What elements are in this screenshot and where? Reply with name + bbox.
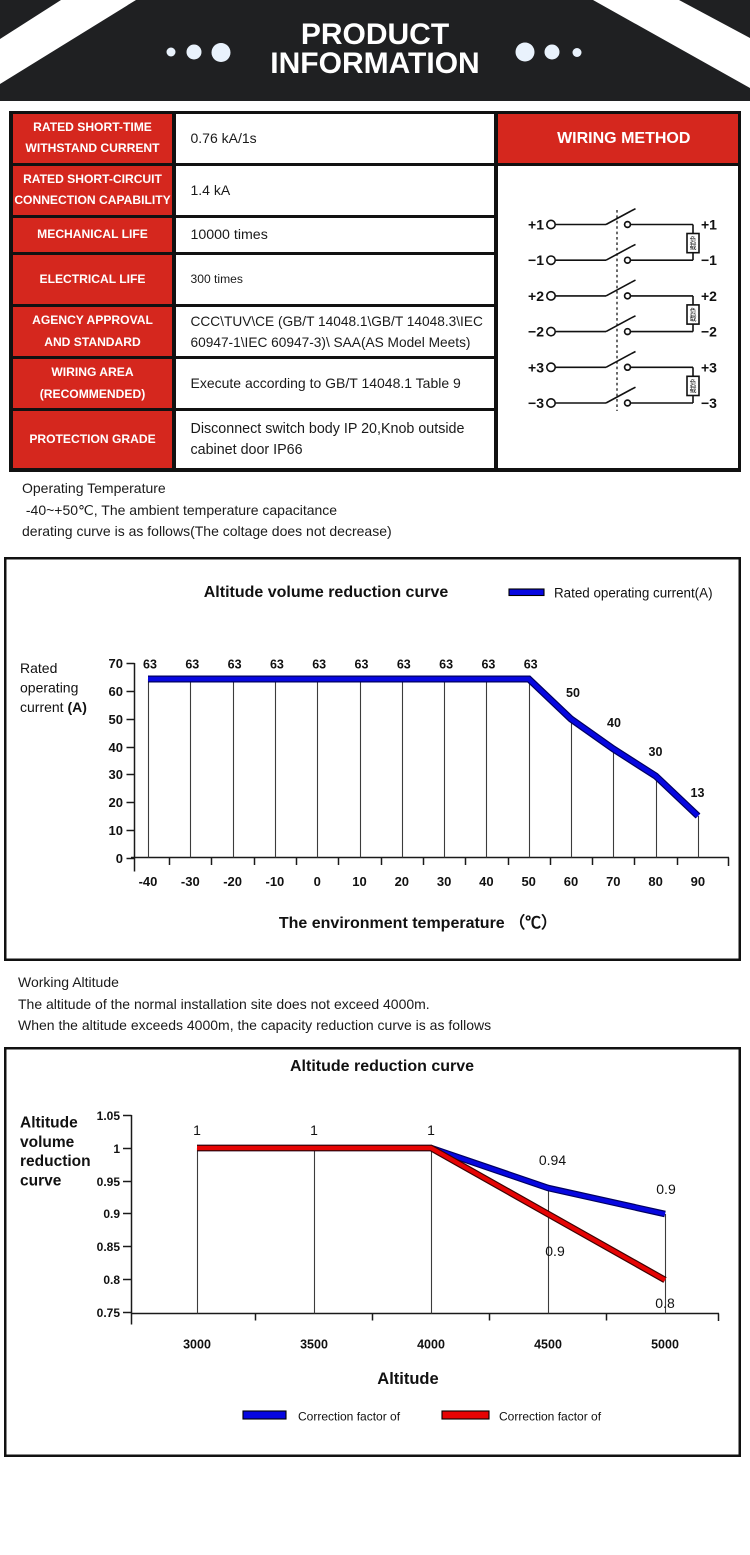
svg-text:0.8: 0.8: [103, 1273, 120, 1287]
svg-text:80: 80: [648, 874, 662, 889]
svg-text:1: 1: [113, 1142, 120, 1156]
svg-text:63: 63: [355, 658, 369, 672]
svg-text:负: 负: [690, 307, 697, 316]
svg-text:40: 40: [109, 740, 123, 755]
svg-text:90: 90: [691, 874, 705, 889]
svg-text:50: 50: [521, 874, 535, 889]
svg-text:0.94: 0.94: [539, 1152, 566, 1168]
svg-text:70: 70: [109, 656, 123, 671]
svg-text:-20: -20: [223, 874, 242, 889]
svg-text:0.75: 0.75: [97, 1306, 121, 1320]
svg-text:Correction factor of: Correction factor of: [298, 1410, 401, 1424]
svg-text:Rated operating current(A): Rated operating current(A): [554, 586, 713, 601]
svg-text:−2: −2: [528, 324, 544, 340]
svg-text:−3: −3: [528, 395, 544, 411]
svg-text:1: 1: [427, 1122, 435, 1138]
svg-text:63: 63: [312, 658, 326, 672]
svg-text:curve: curve: [20, 1173, 62, 1190]
svg-text:63: 63: [270, 658, 284, 672]
svg-text:40: 40: [479, 874, 493, 889]
svg-text:63: 63: [481, 658, 495, 672]
svg-text:The environment temperature （℃: The environment temperature （℃）: [279, 914, 557, 932]
svg-text:63: 63: [228, 658, 242, 672]
svg-text:负: 负: [690, 378, 697, 387]
svg-text:0.8: 0.8: [655, 1295, 675, 1311]
svg-text:63: 63: [524, 658, 538, 672]
svg-text:10: 10: [109, 823, 123, 838]
svg-text:Altitude: Altitude: [20, 1115, 78, 1132]
svg-text:-40: -40: [139, 874, 158, 889]
svg-text:-30: -30: [181, 874, 200, 889]
svg-text:+2: +2: [528, 288, 544, 304]
svg-text:0: 0: [314, 874, 321, 889]
svg-text:负: 负: [690, 235, 697, 244]
svg-text:63: 63: [439, 658, 453, 672]
svg-text:60: 60: [564, 874, 578, 889]
svg-text:1: 1: [193, 1122, 201, 1138]
svg-text:Altitude reduction curve: Altitude reduction curve: [290, 1058, 474, 1075]
svg-text:20: 20: [109, 795, 123, 810]
svg-text:20: 20: [395, 874, 409, 889]
svg-text:63: 63: [143, 658, 157, 672]
svg-text:载: 载: [690, 385, 697, 394]
svg-text:+1: +1: [528, 217, 544, 233]
svg-text:40: 40: [607, 716, 621, 730]
svg-text:50: 50: [109, 712, 123, 727]
svg-text:60: 60: [109, 684, 123, 699]
svg-text:10: 10: [352, 874, 366, 889]
svg-text:1: 1: [310, 1122, 318, 1138]
svg-text:−2: −2: [701, 324, 717, 340]
svg-text:volume: volume: [20, 1134, 75, 1151]
svg-text:0.95: 0.95: [97, 1175, 121, 1189]
svg-text:current (A): current (A): [20, 699, 87, 715]
svg-text:5000: 5000: [651, 1338, 679, 1352]
svg-text:Correction factor of: Correction factor of: [499, 1410, 602, 1424]
svg-text:+1: +1: [701, 217, 717, 233]
svg-text:Altitude: Altitude: [377, 1370, 438, 1388]
svg-text:63: 63: [185, 658, 199, 672]
svg-text:0.85: 0.85: [97, 1240, 121, 1254]
svg-text:30: 30: [649, 745, 663, 759]
svg-text:载: 载: [690, 242, 697, 251]
svg-text:+2: +2: [701, 288, 717, 304]
svg-text:+3: +3: [528, 359, 544, 375]
svg-text:13: 13: [691, 786, 705, 800]
svg-text:1.05: 1.05: [97, 1109, 121, 1123]
svg-text:+3: +3: [701, 359, 717, 375]
svg-text:−1: −1: [701, 252, 717, 268]
svg-text:0.9: 0.9: [656, 1181, 676, 1197]
svg-text:63: 63: [397, 658, 411, 672]
svg-text:reduction: reduction: [20, 1153, 91, 1170]
svg-text:Altitude volume reduction curv: Altitude volume reduction curve: [204, 584, 449, 601]
svg-text:30: 30: [437, 874, 451, 889]
svg-text:−1: −1: [528, 252, 544, 268]
svg-text:3000: 3000: [183, 1338, 211, 1352]
svg-text:50: 50: [566, 686, 580, 700]
svg-text:载: 载: [690, 314, 697, 323]
svg-text:operating: operating: [20, 680, 78, 696]
svg-text:4000: 4000: [417, 1338, 445, 1352]
svg-text:−3: −3: [701, 395, 717, 411]
svg-text:0.9: 0.9: [103, 1207, 120, 1221]
svg-text:0.9: 0.9: [545, 1243, 565, 1259]
svg-text:3500: 3500: [300, 1338, 328, 1352]
svg-text:0: 0: [116, 851, 123, 866]
svg-text:-10: -10: [266, 874, 285, 889]
svg-text:30: 30: [109, 767, 123, 782]
svg-text:4500: 4500: [534, 1338, 562, 1352]
svg-text:70: 70: [606, 874, 620, 889]
svg-text:Rated: Rated: [20, 660, 57, 676]
